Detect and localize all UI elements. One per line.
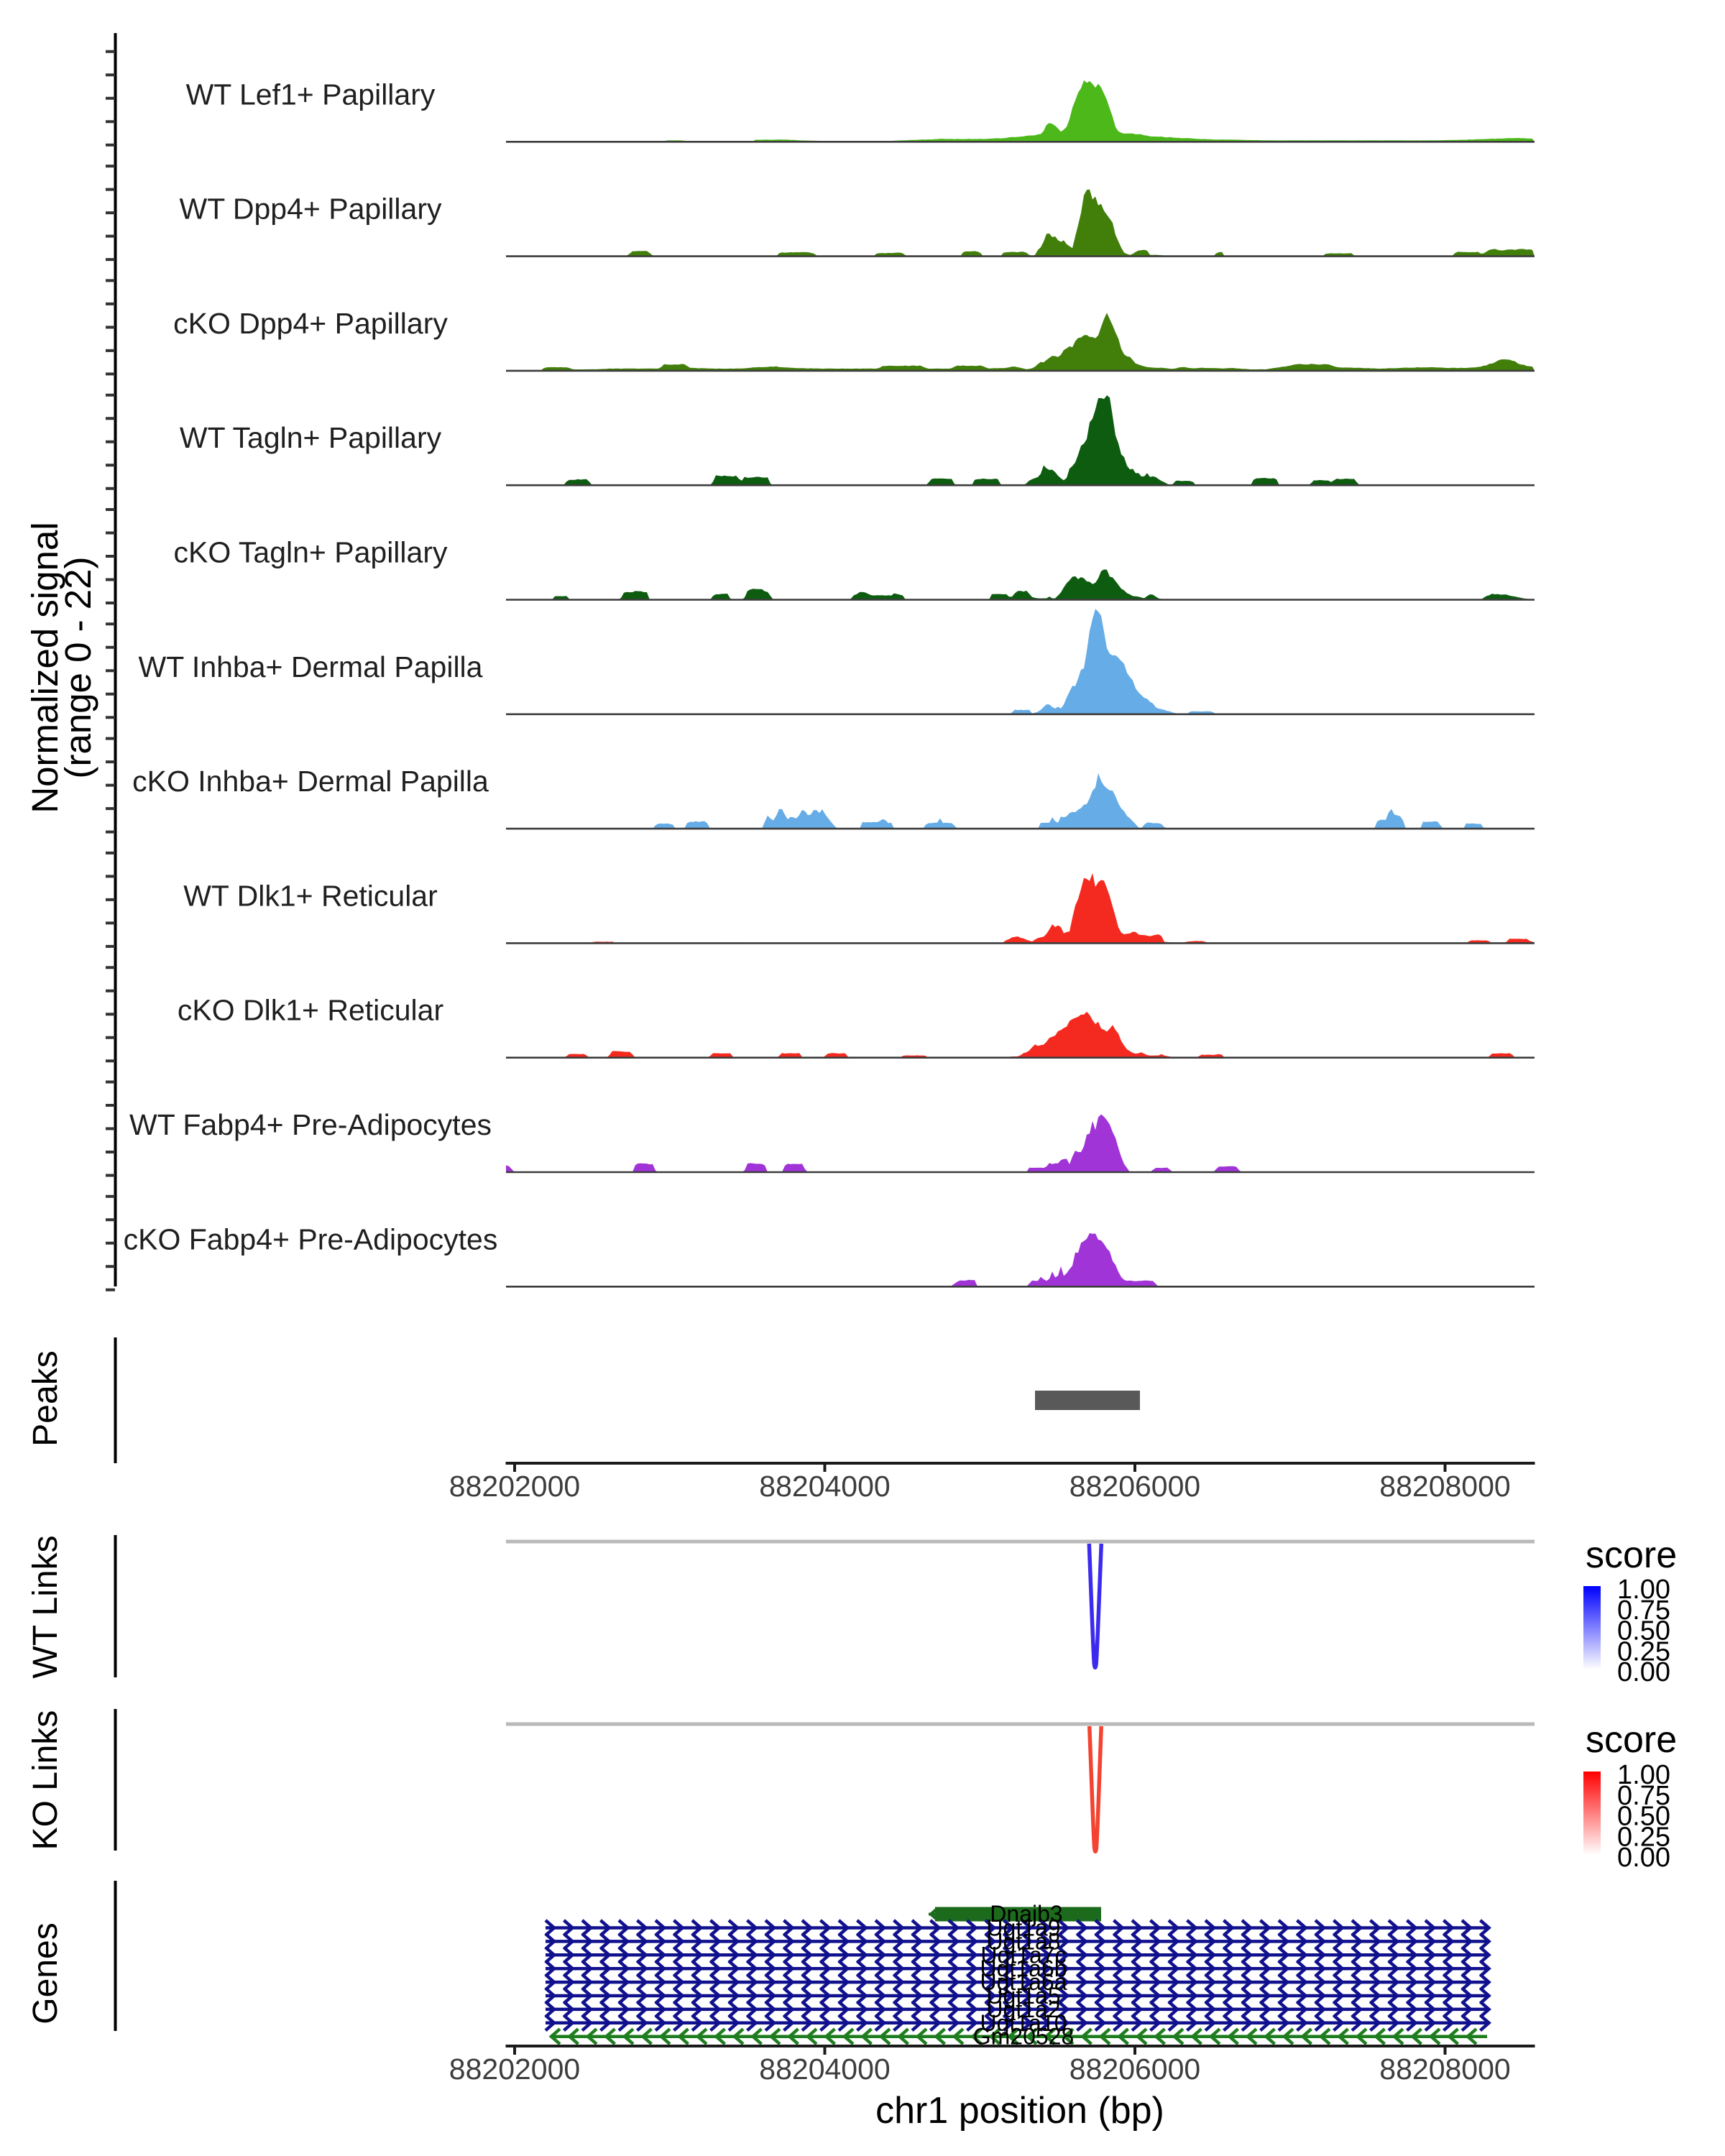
svg-text:88204000: 88204000 xyxy=(759,2053,890,2086)
svg-text:88202000: 88202000 xyxy=(449,1470,580,1503)
svg-text:Ugt1a9: Ugt1a9 xyxy=(986,1915,1060,1941)
svg-text:0.00: 0.00 xyxy=(1617,1657,1670,1687)
svg-text:0.50: 0.50 xyxy=(1617,1802,1670,1832)
svg-text:Ugt1a6a: Ugt1a6a xyxy=(980,1969,1067,1995)
svg-text:score: score xyxy=(1586,1719,1677,1761)
svg-text:Ugt1a5: Ugt1a5 xyxy=(986,1983,1060,2009)
svg-text:1.00: 1.00 xyxy=(1617,1575,1670,1605)
svg-text:0.75: 0.75 xyxy=(1617,1595,1670,1626)
svg-text:WT Dpp4+ Papillary: WT Dpp4+ Papillary xyxy=(180,193,442,226)
svg-text:0.25: 0.25 xyxy=(1617,1822,1670,1852)
svg-text:score: score xyxy=(1586,1534,1677,1576)
svg-text:cKO Fabp4+ Pre-Adipocytes: cKO Fabp4+ Pre-Adipocytes xyxy=(124,1222,498,1256)
svg-text:Ugt1a6b: Ugt1a6b xyxy=(980,1955,1067,1981)
svg-text:Ugt1a10: Ugt1a10 xyxy=(980,2010,1067,2036)
svg-text:chr1 position (bp): chr1 position (bp) xyxy=(875,2090,1164,2132)
svg-text:Normalized signal: Normalized signal xyxy=(24,522,65,813)
svg-text:Ugt1a8: Ugt1a8 xyxy=(986,1928,1060,1954)
svg-text:88208000: 88208000 xyxy=(1379,1470,1510,1503)
svg-text:WT Links: WT Links xyxy=(27,1535,65,1678)
svg-text:0.50: 0.50 xyxy=(1617,1616,1670,1646)
svg-text:88202000: 88202000 xyxy=(449,2053,580,2086)
svg-text:WT Tagln+ Papillary: WT Tagln+ Papillary xyxy=(180,421,442,454)
svg-text:cKO Dpp4+ Papillary: cKO Dpp4+ Papillary xyxy=(173,307,448,340)
svg-text:cKO Dlk1+ Reticular: cKO Dlk1+ Reticular xyxy=(178,994,443,1027)
svg-text:WT Inhba+ Dermal Papilla: WT Inhba+ Dermal Papilla xyxy=(139,650,483,683)
svg-text:88206000: 88206000 xyxy=(1070,2053,1200,2086)
svg-text:cKO Tagln+ Papillary: cKO Tagln+ Papillary xyxy=(174,536,448,569)
svg-text:WT Lef1+ Papillary: WT Lef1+ Papillary xyxy=(186,78,436,111)
svg-text:0.00: 0.00 xyxy=(1617,1843,1670,1873)
svg-text:1.00: 1.00 xyxy=(1617,1760,1670,1790)
svg-text:WT Fabp4+ Pre-Adipocytes: WT Fabp4+ Pre-Adipocytes xyxy=(129,1108,492,1141)
svg-text:0.25: 0.25 xyxy=(1617,1636,1670,1667)
svg-text:KO Links: KO Links xyxy=(27,1710,65,1851)
svg-text:88206000: 88206000 xyxy=(1070,1470,1200,1503)
svg-text:WT Dlk1+ Reticular: WT Dlk1+ Reticular xyxy=(183,879,438,912)
svg-text:(range 0 - 22): (range 0 - 22) xyxy=(58,557,98,779)
svg-text:88208000: 88208000 xyxy=(1379,2053,1510,2086)
svg-text:Genes: Genes xyxy=(27,1922,65,2024)
svg-text:88204000: 88204000 xyxy=(759,1470,890,1503)
svg-text:Ugt1a2: Ugt1a2 xyxy=(986,1996,1060,2022)
svg-text:Peaks: Peaks xyxy=(27,1350,65,1446)
svg-text:0.75: 0.75 xyxy=(1617,1781,1670,1811)
svg-text:Ugt1a7c: Ugt1a7c xyxy=(980,1942,1066,1968)
svg-text:Dnajb3: Dnajb3 xyxy=(990,1901,1062,1927)
svg-text:cKO Inhba+ Dermal Papilla: cKO Inhba+ Dermal Papilla xyxy=(132,765,489,798)
